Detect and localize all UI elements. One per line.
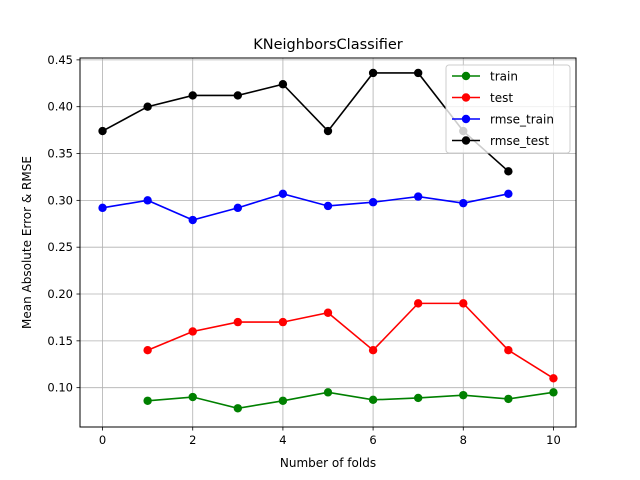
data-point xyxy=(233,404,243,413)
data-point xyxy=(98,203,107,213)
data-point xyxy=(323,388,333,397)
data-point xyxy=(278,396,288,405)
y-tick-label: 0.40 xyxy=(47,100,73,114)
data-point xyxy=(549,388,558,397)
data-point xyxy=(278,189,288,198)
data-point xyxy=(368,395,378,405)
data-point xyxy=(143,196,152,205)
data-point xyxy=(504,346,513,355)
series-line xyxy=(102,72,509,172)
data-point xyxy=(188,91,197,100)
legend-label: train xyxy=(490,70,518,84)
series-layer xyxy=(98,68,558,413)
series-line xyxy=(102,192,509,221)
data-point xyxy=(98,126,107,136)
y-tick-label: 0.10 xyxy=(47,381,73,395)
y-tick-label: 0.25 xyxy=(47,240,73,254)
data-point xyxy=(368,346,378,355)
data-point xyxy=(143,396,152,405)
data-point xyxy=(233,317,243,327)
data-point xyxy=(413,68,423,78)
data-point xyxy=(188,392,197,402)
legend-label: test xyxy=(490,91,513,105)
x-tick-label: 0 xyxy=(99,433,106,447)
y-tick-label: 0.15 xyxy=(47,334,73,348)
legend-label: rmse_train xyxy=(490,113,554,127)
data-point xyxy=(188,327,197,336)
legend-item: rmse_train xyxy=(452,113,554,127)
legend-marker xyxy=(461,93,471,102)
legend-label: rmse_test xyxy=(490,134,549,148)
legend-marker xyxy=(461,71,471,81)
x-tick-label: 10 xyxy=(546,433,561,447)
series-rmse-train xyxy=(98,189,513,225)
data-point xyxy=(368,198,378,207)
series-train xyxy=(143,388,558,413)
series-rmse-test xyxy=(98,68,513,176)
y-axis-label: Mean Absolute Error & RMSE xyxy=(20,156,34,329)
series-line xyxy=(147,391,554,410)
data-point xyxy=(368,68,378,78)
data-point xyxy=(143,102,152,111)
y-tick-label: 0.30 xyxy=(47,193,73,207)
legend-marker xyxy=(461,114,471,124)
grid xyxy=(80,58,576,427)
series-test xyxy=(143,299,558,383)
data-point xyxy=(278,317,288,327)
plot-frame xyxy=(79,57,577,428)
data-point xyxy=(323,201,333,211)
legend-item: train xyxy=(452,70,518,84)
data-point xyxy=(323,126,333,136)
x-tick-label: 8 xyxy=(460,433,467,447)
data-point xyxy=(188,215,197,225)
y-tick-label: 0.20 xyxy=(47,287,73,301)
legend: train test rmse_train rmse_test xyxy=(445,64,571,154)
data-point xyxy=(413,192,423,201)
data-point xyxy=(323,308,333,317)
legend-marker xyxy=(461,136,471,145)
data-point xyxy=(413,299,423,308)
data-point xyxy=(459,390,468,400)
data-point xyxy=(233,91,243,100)
data-point xyxy=(233,203,243,213)
y-tick-label: 0.35 xyxy=(47,147,73,161)
series-line xyxy=(147,302,554,379)
y-tick-label: 0.45 xyxy=(47,53,73,67)
chart-title: KNeighborsClassifier xyxy=(253,37,403,53)
data-point xyxy=(459,299,468,308)
legend-item: test xyxy=(452,91,513,105)
data-point xyxy=(143,346,152,355)
x-tick-label: 4 xyxy=(279,433,286,447)
data-point xyxy=(504,189,513,198)
data-point xyxy=(549,374,558,383)
legend-item: rmse_test xyxy=(452,134,549,148)
data-point xyxy=(504,167,513,176)
data-point xyxy=(413,393,423,403)
data-point xyxy=(278,80,288,89)
x-axis-label: Number of folds xyxy=(280,456,376,470)
x-tick-label: 6 xyxy=(369,433,376,447)
data-point xyxy=(504,394,513,404)
axis-ticks: 0 2 4 6 8 10 0.10 0.15 0.20 0.25 0.30 0.35 0.40 0.45 xyxy=(47,53,560,447)
x-tick-label: 2 xyxy=(189,433,196,447)
data-point xyxy=(459,198,468,208)
legend-box xyxy=(445,64,571,154)
